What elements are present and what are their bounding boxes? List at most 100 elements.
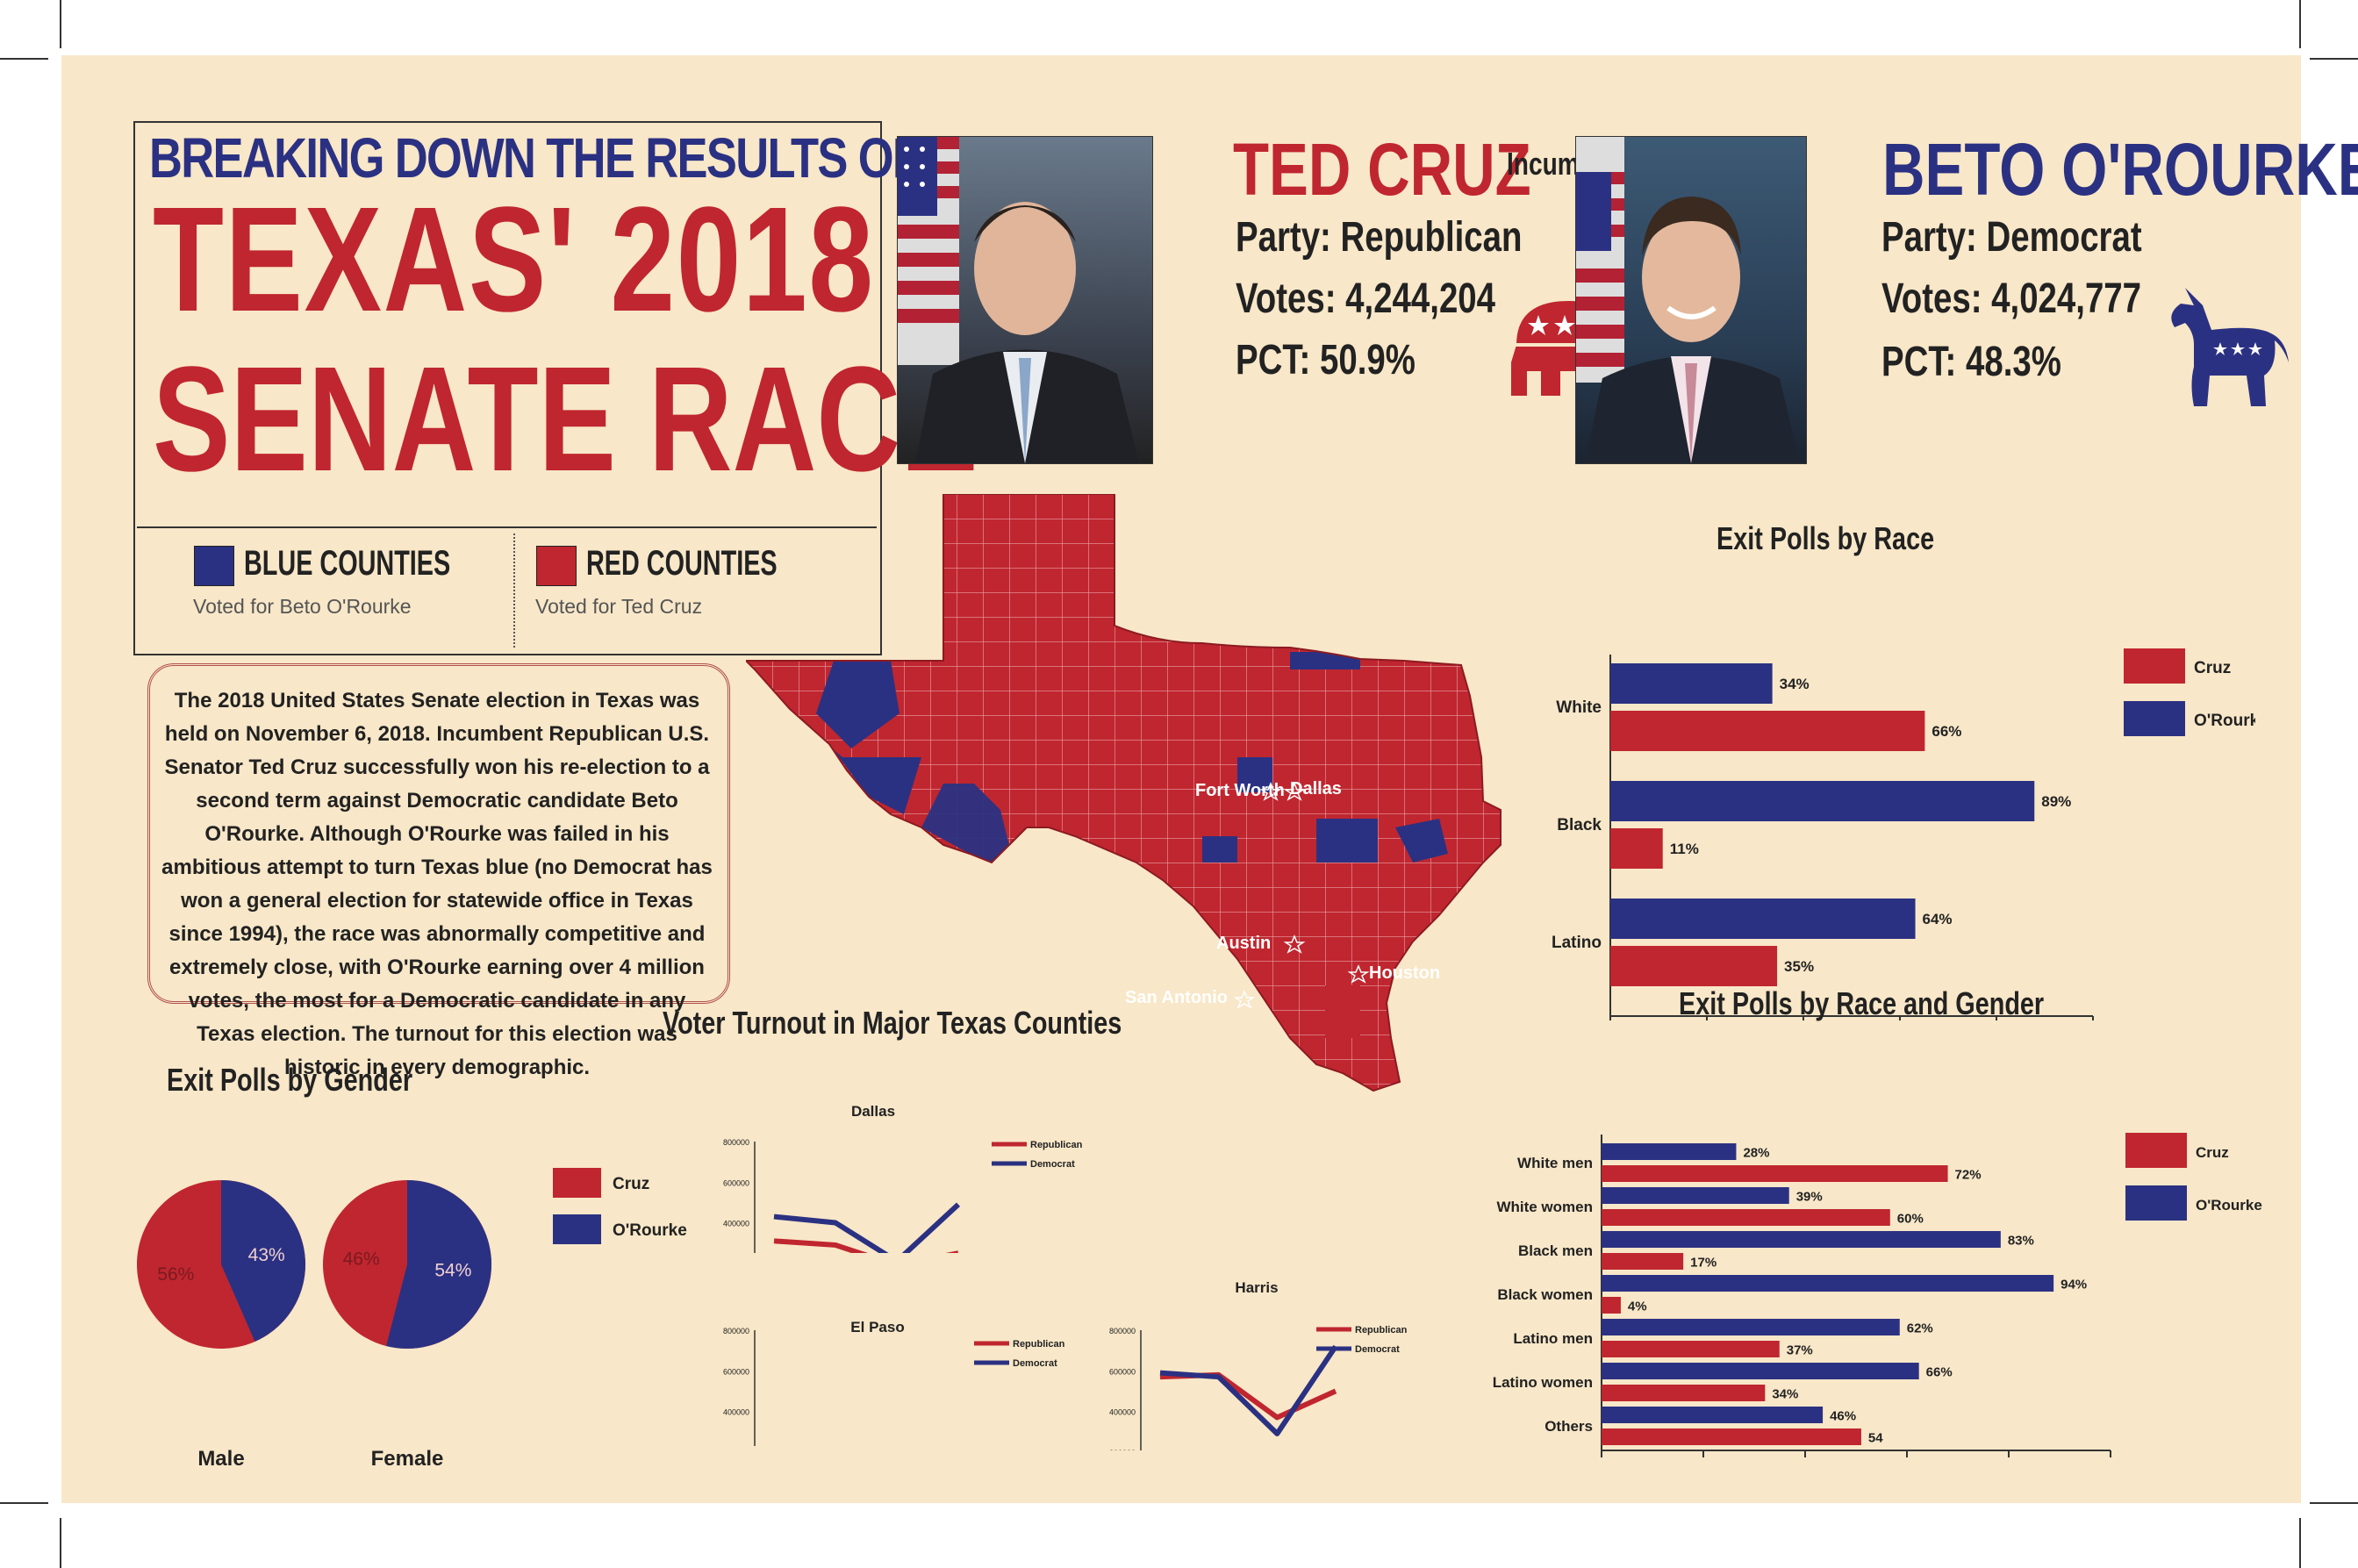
- y-tick-label: 400000: [723, 1408, 749, 1417]
- y-tick-label: 200000: [1109, 1449, 1136, 1450]
- series-line: [773, 1238, 958, 1253]
- orourke-pct: PCT: 48.3%: [1881, 339, 2061, 385]
- red-counties-label: RED COUNTIES: [586, 544, 778, 583]
- data-label: 4%: [1628, 1300, 1647, 1314]
- dallas-line-chart: Dallas0200000400000600000800000200820122…: [723, 1103, 1083, 1253]
- bar: [1602, 1165, 1948, 1182]
- data-label: 35%: [1784, 958, 1814, 975]
- legend-label: O'Rourke: [2196, 1197, 2262, 1214]
- crop-mark: [60, 0, 61, 48]
- gender-chart-title: Exit Polls by Gender: [167, 1062, 413, 1098]
- legend-label: Democrat: [1013, 1358, 1057, 1369]
- category-label: Black: [1557, 816, 1602, 834]
- orourke-portrait-art: [1576, 137, 1800, 463]
- category-label: Latino men: [1513, 1330, 1593, 1347]
- legend-label: Democrat: [1030, 1159, 1075, 1170]
- page-subtitle: BREAKING DOWN THE RESULTS OF: [149, 126, 921, 190]
- category-label: Black men: [1518, 1242, 1593, 1259]
- data-label: 72%: [1955, 1168, 1982, 1183]
- pie-slice: [386, 1180, 491, 1349]
- legend-label: Republican: [1355, 1325, 1408, 1335]
- y-tick-label: 600000: [1109, 1367, 1136, 1376]
- bar: [1610, 781, 2035, 821]
- chart-title: Harris: [1235, 1279, 1278, 1296]
- map-label-fort-worth: Fort Worth: [1195, 781, 1285, 800]
- red-county-swatch: [536, 546, 577, 586]
- chart-title: Dallas: [851, 1103, 895, 1120]
- pie-label: 43%: [248, 1245, 285, 1265]
- series-line: [773, 1202, 961, 1253]
- map-label-houston: Houston: [1369, 963, 1440, 983]
- bar: [1610, 946, 1778, 986]
- legend-label: O'Rourke: [2194, 712, 2255, 730]
- star-icon: [1259, 782, 1282, 801]
- page-title-line1: TEXAS' 2018: [153, 176, 875, 343]
- bar: [1602, 1275, 2054, 1292]
- y-tick-label: 800000: [723, 1327, 749, 1335]
- category-label: Latino: [1552, 934, 1602, 952]
- crop-mark: [60, 1518, 61, 1568]
- red-counties-sub: Voted for Ted Cruz: [535, 595, 703, 618]
- legend-divider: [513, 533, 515, 648]
- orourke-portrait: [1575, 136, 1807, 464]
- category-label: White women: [1496, 1199, 1593, 1215]
- star-icon: [1283, 782, 1306, 801]
- legend-swatch: [2124, 701, 2185, 736]
- legend-swatch: [553, 1214, 601, 1244]
- legend-label: Cruz: [613, 1175, 649, 1193]
- legend-swatch: [2125, 1185, 2187, 1221]
- y-tick-label: 400000: [723, 1220, 749, 1228]
- crop-mark: [2310, 58, 2358, 60]
- pie-label: 56%: [157, 1264, 194, 1285]
- pie-label: 54%: [434, 1261, 471, 1281]
- map-label-san-antonio: San Antonio: [1125, 988, 1228, 1007]
- legend-label: Republican: [1030, 1140, 1083, 1150]
- data-label: 64%: [1923, 911, 1953, 927]
- blue-county-swatch: [194, 546, 234, 586]
- bar: [1602, 1231, 2001, 1248]
- democratic-donkey-icon: [2171, 288, 2289, 406]
- race-chart-title: Exit Polls by Race: [1717, 520, 1935, 556]
- cruz-votes: Votes: 4,244,204: [1236, 276, 1496, 322]
- data-label: 54: [1868, 1431, 1883, 1446]
- data-label: 46%: [1830, 1409, 1856, 1424]
- bar: [1610, 899, 1916, 939]
- y-tick-label: 600000: [723, 1367, 749, 1376]
- star-icon: [1233, 990, 1256, 1009]
- data-label: 66%: [1932, 723, 1961, 740]
- data-label: 94%: [2061, 1278, 2087, 1292]
- orourke-party: Party: Democrat: [1881, 214, 2142, 261]
- category-label: Others: [1545, 1418, 1593, 1435]
- bar: [1602, 1143, 1737, 1160]
- pie-name: Female: [371, 1447, 444, 1471]
- bar: [1610, 828, 1663, 869]
- crop-mark: [0, 1502, 48, 1504]
- cruz-portrait: [897, 136, 1153, 464]
- page-title-line2: SENATE RACE: [153, 336, 978, 503]
- y-tick-label: 400000: [1109, 1408, 1136, 1417]
- map-label-austin: Austin: [1216, 934, 1271, 953]
- cruz-portrait-art: [898, 137, 1139, 463]
- bar: [1602, 1253, 1684, 1270]
- legend-swatch: [553, 1168, 601, 1198]
- crop-mark: [2310, 1502, 2358, 1504]
- category-label: Latino women: [1493, 1374, 1593, 1391]
- infographic-poster: BREAKING DOWN THE RESULTS OF TEXAS' 2018…: [61, 55, 2358, 1503]
- data-label: 11%: [1670, 841, 1699, 857]
- cruz-party: Party: Republican: [1236, 214, 1523, 261]
- data-label: 89%: [2041, 793, 2071, 810]
- map-label-dallas: Dallas: [1290, 779, 1342, 798]
- bar: [1602, 1407, 1824, 1423]
- legend-label: Democrat: [1355, 1344, 1400, 1355]
- intro-text: The 2018 United States Senate election i…: [161, 689, 713, 1079]
- data-label: 60%: [1897, 1212, 1924, 1227]
- data-label: 62%: [1907, 1321, 1933, 1336]
- data-label: 66%: [1926, 1365, 1953, 1380]
- data-label: 83%: [2008, 1234, 2034, 1249]
- data-label: 37%: [1787, 1343, 1813, 1358]
- y-tick-label: 800000: [1109, 1327, 1136, 1335]
- y-tick-label: 600000: [723, 1178, 749, 1187]
- bar: [1602, 1385, 1766, 1401]
- bar: [1602, 1428, 1861, 1445]
- pie-name: Male: [197, 1447, 244, 1471]
